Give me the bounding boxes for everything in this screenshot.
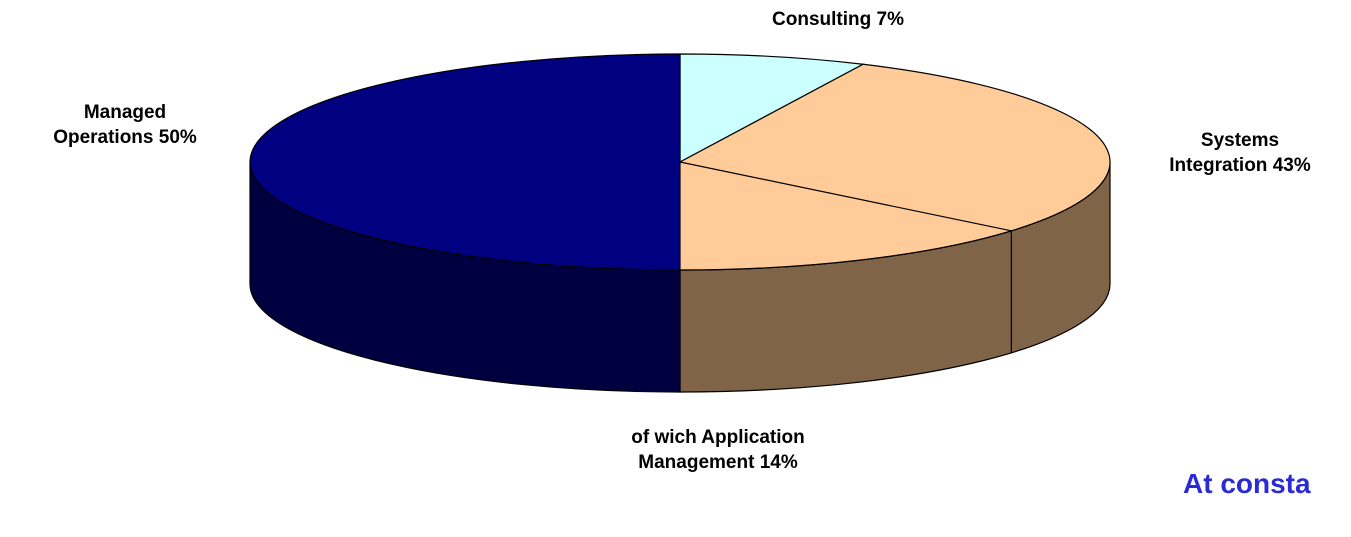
slice-top xyxy=(249,53,681,271)
category-label: Systems Integration xyxy=(1169,130,1280,176)
value-label: 14% xyxy=(759,452,798,473)
value-label: 7% xyxy=(876,9,904,30)
sub-prefix: of wich xyxy=(631,427,697,448)
slice-label: Consulting 7% xyxy=(753,7,923,32)
annotation: At consta xyxy=(1183,468,1311,499)
value-label: 43% xyxy=(1272,155,1311,176)
category-label: Consulting xyxy=(772,9,872,30)
slice-label: Managed Operations 50% xyxy=(40,100,210,150)
category-label: Application Management xyxy=(638,427,805,473)
slice-label: Systems Integration 43% xyxy=(1155,128,1325,178)
slice-top xyxy=(679,53,866,164)
sub-slice-label: of wich Application Management 14% xyxy=(628,425,808,475)
sub-slice-top xyxy=(679,161,1012,271)
category-label: Managed Operations xyxy=(53,102,167,148)
value-label: 50% xyxy=(158,127,197,148)
